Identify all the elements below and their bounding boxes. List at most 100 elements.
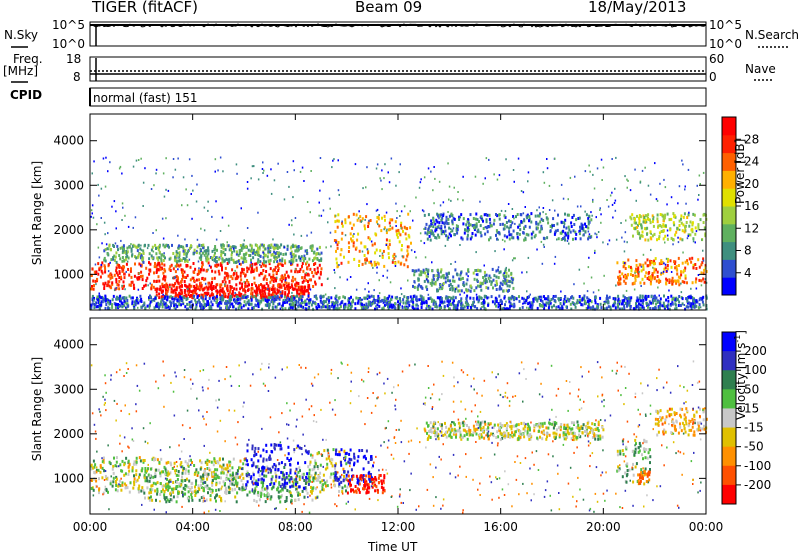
heat-noise-cell [594, 249, 596, 252]
heat-cell [686, 216, 689, 219]
heat-cell [135, 256, 138, 260]
heat-noise-cell [611, 203, 614, 206]
heat-cell [273, 299, 276, 303]
heat-cell [440, 275, 443, 279]
heat-noise-cell [153, 184, 155, 187]
heat-cell [142, 460, 145, 464]
heat-cell [295, 302, 298, 306]
heat-cell [158, 243, 161, 247]
heat-cell [196, 245, 199, 249]
heat-cell [539, 220, 542, 224]
heat-cell [195, 479, 198, 483]
heat-cell [634, 274, 637, 278]
heat-cell [436, 278, 439, 282]
heat-cell [677, 304, 680, 307]
heat-cell [530, 232, 533, 236]
heat-cell [111, 484, 114, 488]
heat-cell [395, 229, 398, 233]
heat-cell [358, 249, 361, 253]
heat-noise-cell [468, 270, 470, 273]
heat-cell [272, 279, 275, 283]
heat-cell [187, 485, 190, 489]
heat-cell [95, 470, 98, 474]
heat-cell [255, 479, 258, 483]
heat-cell [576, 299, 579, 303]
heat-cell [477, 268, 480, 272]
heat-cell [284, 252, 287, 256]
heat-cell [292, 302, 294, 305]
heat-cell [498, 287, 501, 291]
heat-cell [203, 304, 206, 308]
heat-noise-cell [695, 301, 698, 304]
heat-cell [236, 491, 239, 495]
heat-noise-cell [601, 179, 603, 181]
heat-noise-cell [161, 217, 164, 220]
heat-noise-cell [217, 169, 219, 172]
heat-cell [170, 301, 173, 305]
heat-cell [97, 301, 100, 305]
heat-cell [307, 306, 310, 310]
freq-panel [89, 56, 707, 82]
heat-cell [649, 221, 652, 225]
heat-cell [278, 302, 281, 306]
heat-cell [179, 263, 182, 267]
heat-cell [426, 232, 429, 236]
heat-cell [175, 250, 178, 254]
heat-cell [257, 302, 259, 306]
heat-cell [200, 496, 203, 500]
heat-cell [180, 289, 183, 293]
heat-cell [469, 305, 472, 309]
heat-cell [219, 293, 221, 297]
heat-cell [666, 267, 669, 271]
heat-noise-cell [592, 173, 594, 176]
heat-noise-cell [524, 206, 526, 208]
heat-noise-cell [379, 177, 381, 180]
heat-cell [239, 274, 242, 278]
heat-cell [149, 476, 152, 480]
heat-cell [122, 268, 125, 272]
heat-cell [264, 287, 267, 290]
heat-noise-cell [668, 289, 670, 292]
heat-cell [105, 477, 108, 481]
heat-noise-cell [299, 170, 302, 173]
heat-noise-cell [162, 293, 164, 296]
heat-cell [124, 472, 127, 476]
heat-cell [704, 232, 707, 236]
heat-cell [410, 299, 413, 303]
heat-cell [304, 273, 307, 277]
heat-cell [200, 296, 203, 300]
heat-cell [340, 248, 343, 252]
heat-noise-cell [438, 180, 441, 183]
heat-cell [298, 298, 301, 302]
heat-cell [571, 295, 574, 299]
heat-noise-cell [399, 163, 401, 166]
heat-cell [216, 304, 219, 308]
heat-cell [418, 273, 421, 277]
heat-cell [422, 298, 425, 302]
heat-cell [383, 299, 386, 303]
heat-cell [155, 293, 158, 297]
heat-cell [164, 275, 167, 279]
heat-cell [644, 274, 647, 278]
heat-cell [191, 461, 193, 464]
heat-cell [360, 302, 363, 306]
heat-cell [450, 212, 453, 216]
heat-cell [580, 226, 583, 230]
heat-cell [678, 219, 681, 223]
heat-cell [301, 287, 304, 291]
heat-cell [406, 301, 409, 305]
heat-cell [110, 286, 113, 290]
heat-cell [383, 303, 386, 307]
heat-noise-cell [542, 211, 544, 214]
heat-cell [639, 234, 642, 238]
heat-cell [158, 261, 160, 265]
heat-noise-cell [165, 217, 167, 220]
heat-cell [275, 298, 278, 301]
heat-noise-cell [246, 181, 249, 183]
heat-noise-cell [132, 226, 134, 229]
heat-cell [242, 295, 244, 299]
heat-cell [140, 469, 143, 473]
heat-cell [168, 283, 171, 287]
heat-cell [158, 460, 161, 464]
heat-cell [367, 251, 369, 255]
